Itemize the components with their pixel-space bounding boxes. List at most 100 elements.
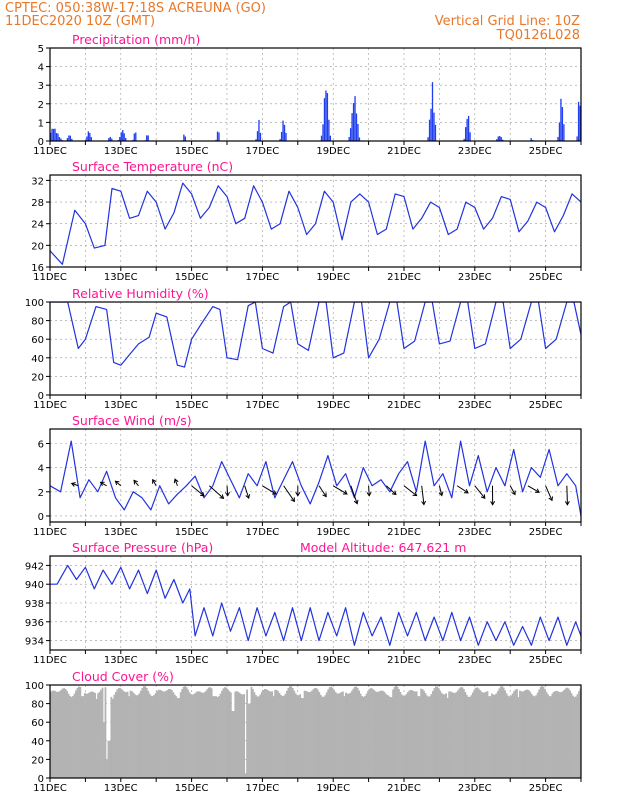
xtick-label-pres: 23DEC — [458, 655, 492, 666]
precip-bar — [50, 132, 52, 141]
xtick-label-temp: 23DEC — [458, 272, 492, 283]
cloud-bar — [185, 687, 188, 778]
cloud-bar — [508, 696, 511, 778]
cloud-bar — [91, 691, 94, 778]
cloud-bar — [193, 694, 195, 778]
ytick-label-wind: 2 — [38, 488, 44, 499]
cloud-bar — [293, 690, 296, 778]
cloud-bar — [228, 691, 231, 778]
cloud-bar — [305, 690, 307, 778]
precip-bar — [323, 98, 326, 141]
cloud-bar — [247, 703, 250, 778]
cloud-bar — [265, 689, 268, 778]
cloud-bar — [401, 694, 403, 778]
cloud-bar — [406, 692, 409, 778]
ytick-label-precip: 1 — [38, 118, 44, 129]
cloud-bar — [383, 691, 386, 778]
cloud-bar — [309, 691, 312, 778]
precip-bar — [255, 139, 257, 141]
series-rh — [50, 302, 581, 368]
cloud-bar — [55, 691, 58, 778]
cloud-bar — [297, 695, 300, 778]
cloud-bar — [579, 688, 581, 778]
precip-bar — [433, 112, 435, 141]
cloud-bar — [72, 696, 74, 778]
panel-pres: 934 936 938 940 942 11DEC 13DEC 15DEC 17DEC 19DEC… — [25, 540, 582, 666]
precip-bar — [467, 115, 470, 141]
ytick-label-precip: 5 — [38, 44, 44, 55]
cloud-bar — [384, 693, 387, 778]
cloud-bar — [404, 695, 406, 778]
header-grid-line: Vertical Grid Line: 10Z — [435, 14, 580, 29]
cloud-bar — [395, 685, 397, 778]
cloud-bar — [145, 687, 148, 778]
wind-arrow-head — [224, 491, 230, 497]
xtick-label-pres: 25DEC — [529, 655, 563, 666]
wind-arrow-head — [421, 500, 427, 506]
xtick-label-cloud: 25DEC — [529, 783, 563, 794]
cloud-bar — [95, 698, 98, 778]
cloud-bar — [566, 687, 569, 778]
cloud-bar — [98, 691, 101, 778]
cloud-bar — [399, 692, 402, 778]
cloud-bar — [561, 691, 564, 778]
ytick-label-temp: 16 — [31, 263, 44, 274]
wind-arrow — [191, 485, 205, 497]
cloud-bar — [302, 698, 304, 778]
cloud-bar — [299, 694, 302, 778]
cloud-bar — [488, 696, 490, 778]
cloud-bar — [109, 740, 111, 778]
cloud-bar — [343, 696, 346, 778]
precip-bar — [354, 96, 356, 141]
title-precip: Precipitation (mm/h) — [72, 32, 200, 47]
xtick-label-wind: 21DEC — [387, 527, 421, 538]
cloud-bar — [334, 691, 337, 778]
cloud-bar — [200, 692, 203, 778]
cloud-bar — [396, 686, 399, 778]
cloud-bar — [336, 693, 338, 778]
xtick-label-precip: 17DEC — [246, 146, 280, 157]
precip-bar — [57, 133, 59, 141]
cloud-bar — [137, 695, 139, 778]
cloud-bar — [526, 689, 529, 778]
wind-arrow — [244, 485, 250, 499]
cloud-bar — [119, 688, 122, 778]
xtick-label-wind: 15DEC — [175, 527, 209, 538]
cloud-bar — [319, 694, 322, 778]
cloud-bar — [222, 688, 225, 778]
xtick-label-cloud: 19DEC — [316, 783, 350, 794]
cloud-bar — [234, 691, 237, 778]
cloud-bar — [570, 693, 573, 778]
title-temp: Surface Temperature (nC) — [72, 159, 233, 174]
wind-line — [50, 440, 581, 517]
wind-arrow-head — [438, 491, 444, 497]
precip-bar — [500, 137, 502, 141]
precip-bar — [279, 139, 281, 141]
precip-bar — [55, 133, 58, 141]
precip-bar — [348, 137, 350, 141]
ytick-label-precip: 3 — [38, 81, 44, 92]
cloud-bar — [337, 693, 340, 778]
cloud-bar — [491, 693, 493, 778]
cloud-bar — [465, 694, 468, 778]
cloud-bar — [255, 695, 257, 778]
xtick-label-rh: 11DEC — [33, 400, 67, 411]
cloud-bar — [380, 690, 383, 778]
cloud-bar — [128, 696, 130, 778]
cloud-bar — [557, 691, 560, 778]
cloud-bar — [126, 691, 129, 778]
cloud-bar — [107, 740, 110, 778]
cloud-bar — [94, 692, 97, 778]
xtick-label-rh: 15DEC — [175, 400, 209, 411]
precip-bar — [358, 137, 361, 141]
precip-bar — [133, 133, 135, 141]
ytick-label-precip: 0 — [38, 137, 44, 148]
cloud-bar — [471, 692, 474, 778]
cloud-bar — [296, 695, 299, 778]
wind-arrow-head — [219, 494, 225, 499]
precip-bar — [466, 118, 468, 141]
cloud-bar — [225, 687, 228, 778]
xtick-label-rh: 23DEC — [458, 400, 492, 411]
cloud-bar — [120, 689, 123, 778]
